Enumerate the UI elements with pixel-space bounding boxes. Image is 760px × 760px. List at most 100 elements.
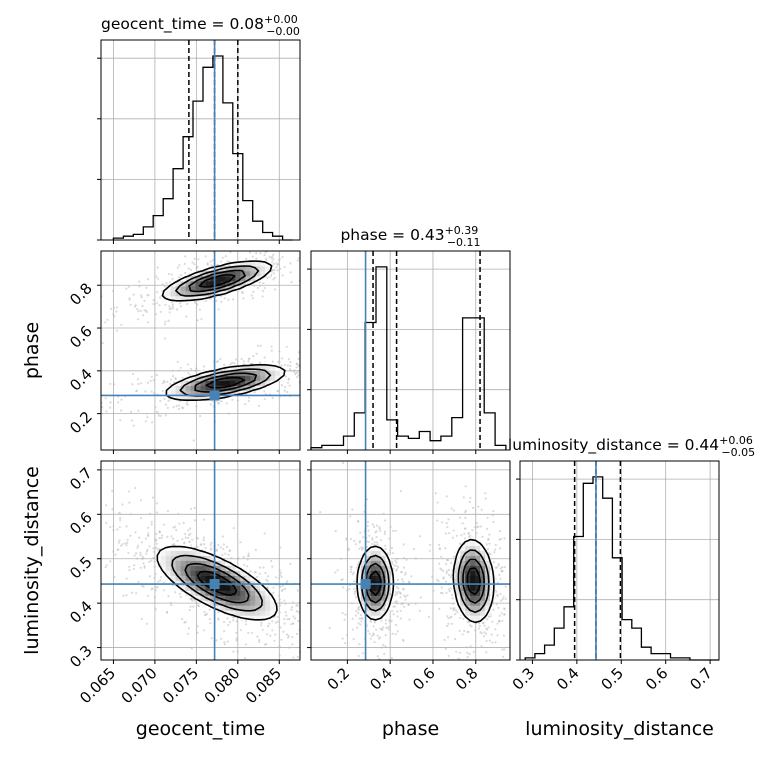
density-cell xyxy=(270,605,276,611)
sample-point xyxy=(193,519,196,522)
sample-point xyxy=(388,619,391,622)
sample-point xyxy=(278,645,281,648)
sample-point xyxy=(263,532,266,535)
sample-point xyxy=(152,392,156,395)
sample-point xyxy=(344,613,347,616)
x-tick-label: 0.7 xyxy=(686,664,716,694)
sample-point xyxy=(362,536,365,539)
density-cell xyxy=(170,295,176,302)
sample-point xyxy=(115,329,118,332)
sample-point xyxy=(276,620,279,623)
sample-point xyxy=(444,580,448,583)
density-cell xyxy=(180,380,186,386)
sample-point xyxy=(278,361,281,364)
sample-point xyxy=(370,634,373,637)
sample-point xyxy=(494,543,497,547)
sample-point xyxy=(273,639,276,642)
sample-point xyxy=(155,533,158,536)
sample-point xyxy=(361,548,364,551)
sample-point xyxy=(467,621,470,624)
sample-point xyxy=(183,262,186,266)
sample-point xyxy=(500,570,504,573)
sample-point xyxy=(223,643,227,646)
sample-point xyxy=(279,585,282,588)
density-cell xyxy=(260,380,266,386)
density-cell xyxy=(225,270,231,277)
sample-point xyxy=(150,390,153,393)
density-cell xyxy=(190,585,196,591)
sample-point xyxy=(209,622,212,625)
sample-point xyxy=(379,627,382,630)
sample-point xyxy=(251,297,254,300)
sample-point xyxy=(215,299,218,302)
sample-point xyxy=(436,501,439,504)
density-cell xyxy=(230,565,236,571)
sample-point xyxy=(137,580,140,584)
sample-point xyxy=(140,541,144,544)
sample-point xyxy=(418,609,421,613)
sample-point xyxy=(471,529,474,532)
density-cell xyxy=(165,565,172,571)
density-cell xyxy=(275,365,281,371)
density-cell xyxy=(250,270,256,277)
sample-point xyxy=(438,543,441,547)
sample-point xyxy=(101,406,104,409)
sample-point xyxy=(293,370,296,373)
sample-point xyxy=(428,549,431,552)
sample-point xyxy=(390,547,394,550)
sample-point xyxy=(485,651,488,654)
sample-point xyxy=(400,571,403,574)
sample-point xyxy=(486,527,489,531)
sample-point xyxy=(368,632,371,635)
density-cell xyxy=(370,605,377,611)
sample-point xyxy=(128,297,131,300)
sample-point xyxy=(291,636,294,639)
sample-point xyxy=(259,344,262,347)
sample-point xyxy=(284,375,287,378)
x-tick-label: 0.6 xyxy=(409,664,439,694)
density-cell xyxy=(255,580,261,586)
sample-point xyxy=(487,538,490,541)
x-axis-label-luminosity_distance: luminosity_distance xyxy=(525,718,714,740)
sample-point xyxy=(357,654,360,658)
sample-point xyxy=(499,537,503,541)
sample-point xyxy=(152,299,155,302)
density-cell xyxy=(175,560,181,566)
sample-point xyxy=(221,535,224,538)
sample-point xyxy=(401,578,404,581)
sample-point xyxy=(274,633,277,636)
sample-point xyxy=(154,608,157,611)
sample-point xyxy=(243,657,247,660)
sample-point xyxy=(450,561,453,565)
sample-point xyxy=(283,389,286,392)
sample-point xyxy=(160,534,164,537)
sample-point xyxy=(202,538,205,542)
sample-point xyxy=(173,543,176,546)
sample-point xyxy=(161,382,164,385)
density-cell xyxy=(470,610,476,616)
sample-point xyxy=(170,301,173,304)
density-cell xyxy=(355,575,362,581)
density-cell xyxy=(175,575,181,581)
sample-point xyxy=(462,496,465,499)
sample-point xyxy=(290,608,293,611)
sample-point xyxy=(227,412,231,415)
sample-point xyxy=(179,366,182,369)
sample-point xyxy=(402,588,405,591)
density-cell xyxy=(460,600,466,606)
sample-point xyxy=(242,360,245,363)
density-cell xyxy=(470,575,476,581)
density-cell xyxy=(380,565,386,571)
sample-point xyxy=(445,572,448,575)
density-cell xyxy=(200,575,206,581)
sample-point xyxy=(395,561,398,564)
sample-point xyxy=(183,541,186,544)
density-cell xyxy=(250,380,256,386)
density-cell xyxy=(465,545,471,551)
sample-point xyxy=(361,546,364,550)
sample-point xyxy=(278,258,281,261)
sample-point xyxy=(139,499,142,502)
sample-point xyxy=(244,623,248,626)
sample-point xyxy=(496,622,499,625)
sample-point xyxy=(272,257,275,261)
